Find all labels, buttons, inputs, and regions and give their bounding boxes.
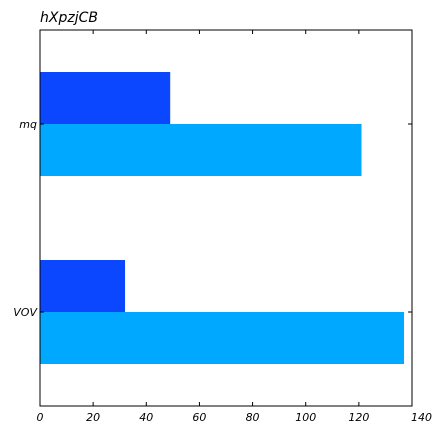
bar-mq-series-1: [40, 72, 171, 124]
x-tick-label: 100: [295, 411, 316, 424]
x-tick-label: 0: [37, 411, 44, 424]
x-tick-label: 60: [192, 411, 206, 424]
bar-mq-series-2: [40, 124, 362, 176]
ticks-group: mq VOV 0 20 40 60 80 100 120 140: [13, 30, 432, 424]
x-tick-label: 80: [246, 411, 260, 424]
x-tick-label: 140: [411, 411, 432, 424]
chart-title: hXpzjCB: [40, 10, 98, 26]
x-tick-label: 40: [139, 411, 153, 424]
y-tick-label: VOV: [13, 306, 38, 319]
x-tick-label: 120: [348, 411, 369, 424]
y-tick-label: mq: [19, 118, 37, 131]
bar-vov-series-2: [40, 312, 405, 364]
bar-vov-series-1: [40, 260, 126, 312]
x-tick-label: 20: [86, 411, 100, 424]
bars-group: [40, 72, 405, 364]
plot-frame: [39, 29, 413, 407]
